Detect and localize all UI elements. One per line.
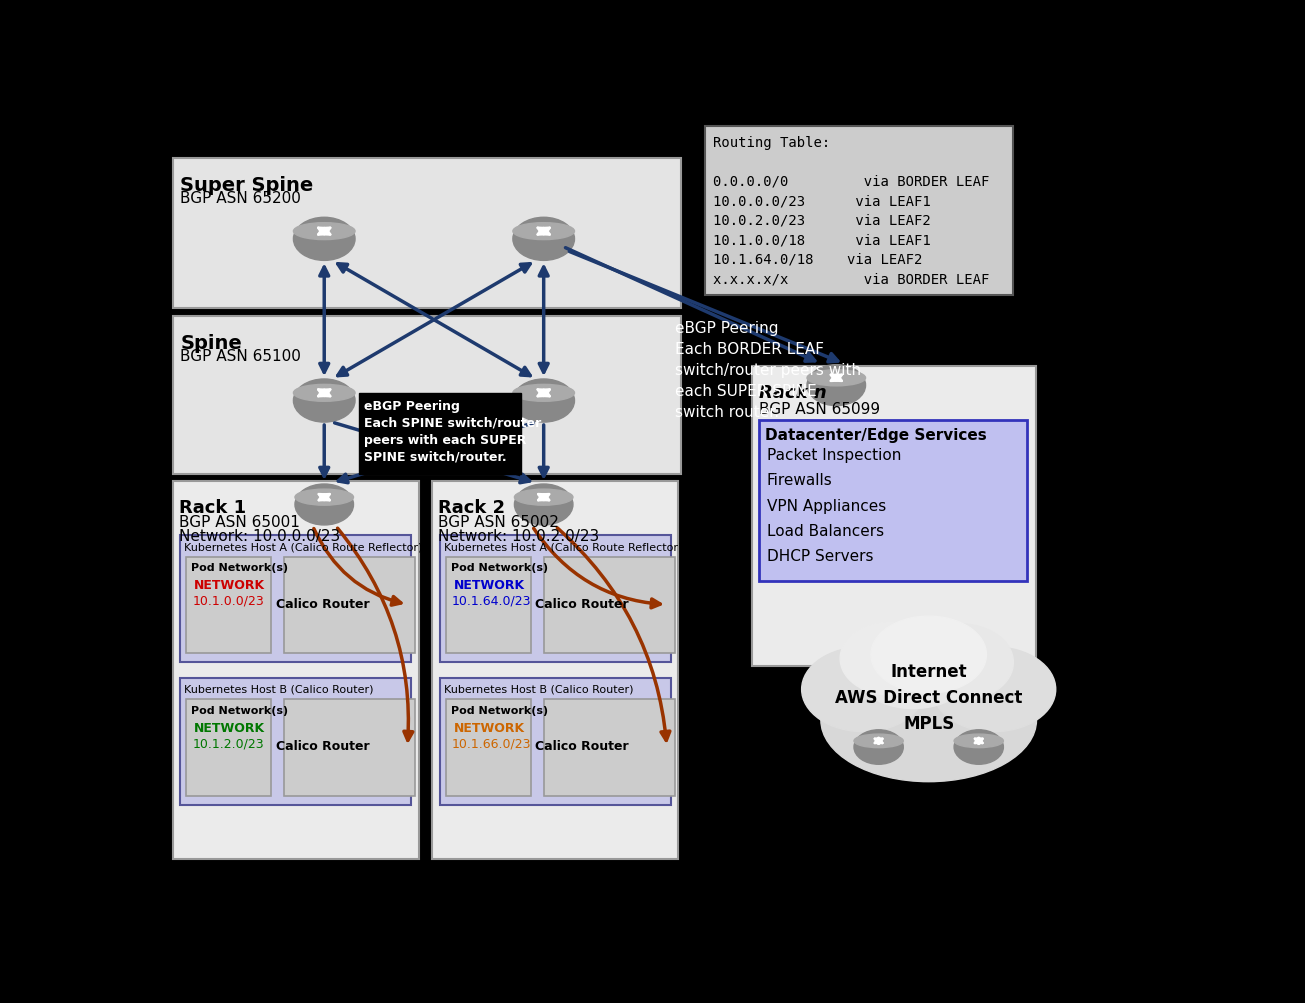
Text: Rack 2: Rack 2	[438, 498, 505, 517]
Text: Datacenter/Edge Services: Datacenter/Edge Services	[766, 428, 987, 443]
Text: Calico Router: Calico Router	[275, 597, 369, 610]
Text: BGP ASN 65200: BGP ASN 65200	[180, 192, 301, 206]
Ellipse shape	[840, 622, 940, 695]
Text: Internet
AWS Direct Connect
MPLS: Internet AWS Direct Connect MPLS	[835, 662, 1022, 732]
Text: DHCP Servers: DHCP Servers	[767, 549, 873, 564]
Bar	[544, 558, 675, 653]
Text: Load Balancers: Load Balancers	[767, 524, 883, 539]
Bar	[284, 558, 415, 653]
Bar	[180, 678, 411, 805]
Ellipse shape	[513, 218, 574, 261]
Bar	[760, 420, 1027, 582]
Text: Rack 1: Rack 1	[179, 498, 245, 517]
Ellipse shape	[853, 730, 903, 764]
Ellipse shape	[294, 218, 355, 261]
Text: Network: 10.0.2.0/23: Network: 10.0.2.0/23	[438, 528, 599, 543]
Ellipse shape	[853, 734, 903, 748]
Text: Super Spine: Super Spine	[180, 176, 313, 195]
Text: Routing Table:

0.0.0.0/0         via BORDER LEAF
10.0.0.0/23      via LEAF1
10.: Routing Table: 0.0.0.0/0 via BORDER LEAF…	[713, 135, 989, 286]
Text: Calico Router: Calico Router	[535, 597, 629, 610]
Bar	[187, 558, 271, 653]
Text: BGP ASN 65100: BGP ASN 65100	[180, 349, 301, 364]
Bar	[180, 536, 411, 663]
Text: NETWORK: NETWORK	[194, 579, 265, 592]
Text: Rack n: Rack n	[760, 383, 827, 401]
Bar	[446, 558, 531, 653]
Text: Kubernetes Host A (Calico Route Reflector): Kubernetes Host A (Calico Route Reflecto…	[184, 542, 423, 552]
Bar	[544, 700, 675, 795]
Text: Kubernetes Host B (Calico Router): Kubernetes Host B (Calico Router)	[184, 684, 373, 694]
Text: Calico Router: Calico Router	[275, 739, 369, 752]
Text: eBGP Peering
Each SPINE switch/router
peers with each SUPER
SPINE switch/router.: eBGP Peering Each SPINE switch/router pe…	[364, 399, 540, 463]
Ellipse shape	[513, 379, 574, 422]
Ellipse shape	[513, 385, 574, 402]
Bar	[440, 536, 671, 663]
Ellipse shape	[295, 484, 354, 526]
Text: NETWORK: NETWORK	[454, 579, 525, 592]
Ellipse shape	[906, 624, 1014, 701]
Bar	[359, 393, 521, 474]
Bar	[187, 700, 271, 795]
Bar	[440, 678, 671, 805]
Text: BGP ASN 65099: BGP ASN 65099	[760, 401, 881, 416]
Text: NETWORK: NETWORK	[194, 721, 265, 734]
Bar	[446, 700, 531, 795]
Ellipse shape	[295, 489, 354, 506]
Ellipse shape	[801, 647, 925, 732]
Text: Pod Network(s): Pod Network(s)	[191, 563, 288, 573]
Bar	[432, 481, 679, 859]
Ellipse shape	[954, 730, 1004, 764]
Text: Pod Network(s): Pod Network(s)	[450, 705, 548, 715]
Text: Kubernetes Host A (Calico Route Reflector): Kubernetes Host A (Calico Route Reflecto…	[444, 542, 683, 552]
Ellipse shape	[852, 624, 975, 709]
Bar	[172, 317, 681, 474]
Ellipse shape	[294, 385, 355, 402]
Text: Packet Inspection: Packet Inspection	[767, 447, 902, 462]
Text: NETWORK: NETWORK	[454, 721, 525, 734]
Ellipse shape	[294, 224, 355, 241]
Text: eBGP Peering
Each BORDER LEAF
switch/router peers with
each SUPER SPINE
switch r: eBGP Peering Each BORDER LEAF switch/rou…	[675, 320, 861, 419]
Ellipse shape	[294, 379, 355, 422]
Text: 10.1.0.0/23: 10.1.0.0/23	[193, 594, 265, 607]
Text: Pod Network(s): Pod Network(s)	[450, 563, 548, 573]
Text: 10.1.64.0/23: 10.1.64.0/23	[452, 594, 531, 607]
Bar	[284, 700, 415, 795]
Text: Firewalls: Firewalls	[767, 472, 833, 487]
Bar	[172, 158, 681, 309]
Text: Network: 10.0.0.0/23: Network: 10.0.0.0/23	[179, 528, 341, 543]
Text: BGP ASN 65001: BGP ASN 65001	[179, 515, 300, 530]
Bar	[706, 126, 1014, 296]
Ellipse shape	[821, 659, 1036, 782]
Text: Pod Network(s): Pod Network(s)	[191, 705, 288, 715]
Ellipse shape	[870, 617, 987, 693]
Text: Calico Router: Calico Router	[535, 739, 629, 752]
Text: BGP ASN 65002: BGP ASN 65002	[438, 515, 559, 530]
Text: Spine: Spine	[180, 333, 241, 352]
Text: 10.1.66.0/23: 10.1.66.0/23	[452, 736, 531, 749]
Ellipse shape	[933, 647, 1056, 732]
Bar	[752, 366, 1036, 667]
Ellipse shape	[514, 484, 573, 526]
Bar	[172, 481, 419, 859]
Ellipse shape	[806, 370, 865, 386]
Ellipse shape	[513, 224, 574, 241]
Text: Kubernetes Host B (Calico Router): Kubernetes Host B (Calico Router)	[444, 684, 633, 694]
Text: VPN Appliances: VPN Appliances	[767, 498, 886, 514]
Ellipse shape	[954, 734, 1004, 748]
Ellipse shape	[806, 365, 865, 406]
Ellipse shape	[514, 489, 573, 506]
Text: 10.1.2.0/23: 10.1.2.0/23	[193, 736, 264, 749]
